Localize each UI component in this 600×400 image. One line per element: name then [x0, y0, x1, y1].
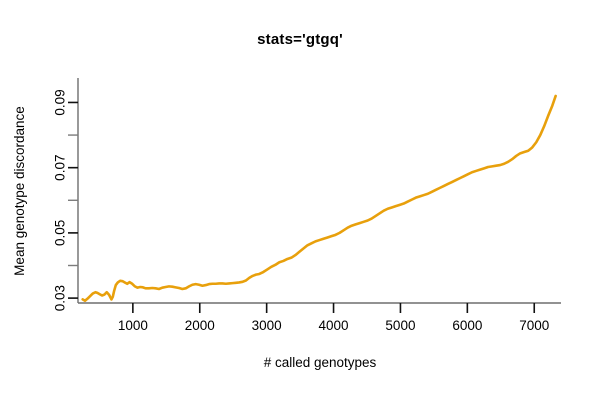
- y-axis-major-ticks: [68, 101, 78, 299]
- y-tick-label: 0.05: [53, 220, 68, 246]
- x-tick-label: 1000: [118, 318, 148, 333]
- x-tick-label: 6000: [452, 318, 482, 333]
- x-tick-label: 3000: [252, 318, 282, 333]
- data-series-line: [81, 94, 557, 303]
- y-axis-tick-labels: 0.03 0.05 0.07 0.09: [53, 89, 68, 311]
- x-tick-label: 7000: [519, 318, 549, 333]
- chart-title: stats='gtgq': [257, 31, 343, 48]
- y-tick-label: 0.03: [53, 285, 68, 311]
- x-tick-label: 5000: [385, 318, 415, 333]
- y-tick-label: 0.07: [53, 155, 68, 181]
- x-tick-label: 4000: [319, 318, 349, 333]
- x-axis-title: # called genotypes: [264, 355, 377, 370]
- x-axis-ticks: [132, 303, 536, 313]
- y-tick-label: 0.09: [53, 89, 68, 115]
- x-tick-label: 2000: [185, 318, 215, 333]
- y-axis-title: Mean genotype discordance: [12, 106, 27, 276]
- x-axis-tick-labels: 1000 2000 3000 4000 5000 6000 7000: [118, 318, 549, 333]
- y-axis-minor-ticks: [68, 134, 78, 267]
